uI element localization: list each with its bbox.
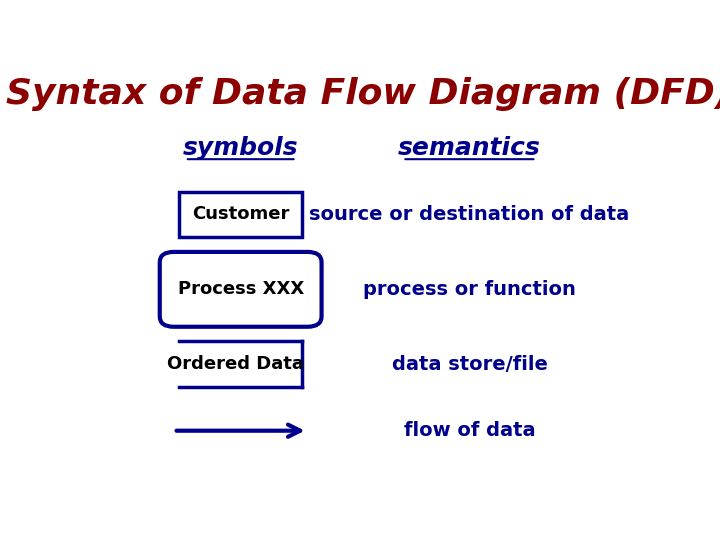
Text: Ordered Data: Ordered Data — [166, 355, 304, 373]
Text: source or destination of data: source or destination of data — [310, 205, 629, 224]
Text: data store/file: data store/file — [392, 355, 547, 374]
Text: Process XXX: Process XXX — [178, 280, 304, 298]
Text: Syntax of Data Flow Diagram (DFD): Syntax of Data Flow Diagram (DFD) — [6, 77, 720, 111]
Text: flow of data: flow of data — [404, 421, 535, 440]
Text: Customer: Customer — [192, 206, 289, 224]
Text: symbols: symbols — [183, 136, 299, 160]
Text: semantics: semantics — [398, 136, 541, 160]
Text: process or function: process or function — [363, 280, 576, 299]
FancyBboxPatch shape — [160, 252, 322, 327]
FancyBboxPatch shape — [179, 192, 302, 238]
